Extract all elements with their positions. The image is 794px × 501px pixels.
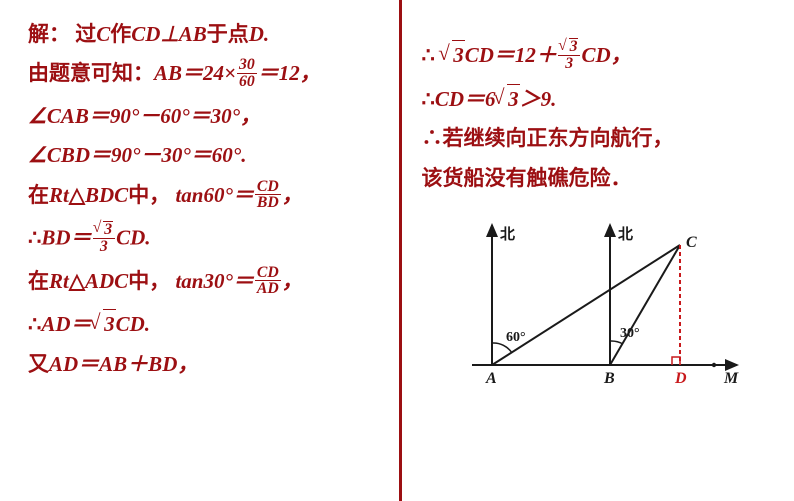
text: 若继续向正东方向航行， xyxy=(443,127,674,150)
expr: AD＝AB＋BD， xyxy=(49,352,198,376)
expr: ADC xyxy=(85,269,128,293)
solution-line-1: 解： 过C作CD⊥AB于点D. xyxy=(28,20,387,49)
expr: CD. xyxy=(116,226,150,250)
fraction: 33 xyxy=(558,38,581,72)
diagram: 60° 30° 北 北 A B D C M xyxy=(422,205,783,400)
solution-line-5: 在Rt△BDC中， tan60°＝CDBD， xyxy=(28,181,387,214)
svg-text:D: D xyxy=(674,370,687,387)
expr: AB＝24× xyxy=(154,61,236,85)
right-column: ∴ 3CD＝12＋33CD， ∴CD＝63＞9. ∴若继续向正东方向航行， 该货… xyxy=(402,0,794,501)
text: 在 xyxy=(28,184,49,207)
text: 中， xyxy=(128,184,170,207)
text: 由题意可知： xyxy=(28,62,154,85)
therefore: ∴ xyxy=(422,127,443,150)
expr: ＝12， xyxy=(258,61,321,85)
punct: ， xyxy=(282,183,303,207)
text: 在 xyxy=(28,270,49,293)
sqrt: 3 xyxy=(560,38,579,55)
expr: CD＝6 xyxy=(435,87,496,111)
fraction: CDBD xyxy=(255,179,281,212)
text: 作 xyxy=(110,23,131,46)
expr: ＞9. xyxy=(520,87,557,111)
var: D. xyxy=(249,22,269,46)
expr: Rt xyxy=(49,183,69,207)
left-column: 解： 过C作CD⊥AB于点D. 由题意可知：AB＝24×3060＝12， ∠CA… xyxy=(0,0,399,501)
fraction: 3060 xyxy=(237,57,257,90)
expr: BDC xyxy=(85,183,128,207)
expr: CD. xyxy=(116,312,150,336)
expr: CD＝12＋ xyxy=(465,43,557,67)
svg-text:60°: 60° xyxy=(506,330,526,345)
page: 解： 过C作CD⊥AB于点D. 由题意可知：AB＝24×3060＝12， ∠CA… xyxy=(0,0,794,501)
geometry-svg: 60° 30° 北 北 A B D C M xyxy=(452,205,752,395)
sqrt: 3 xyxy=(496,84,520,114)
angle-symbol: ∠ xyxy=(28,104,47,128)
text: 中， xyxy=(128,270,170,293)
therefore: ∴ xyxy=(422,88,435,111)
tri: △ xyxy=(69,184,85,207)
expr: CD， xyxy=(581,43,631,67)
svg-text:C: C xyxy=(686,234,697,251)
punct: ， xyxy=(282,269,303,293)
svg-text:A: A xyxy=(485,370,497,387)
expr: BD＝ xyxy=(41,226,91,250)
expr: CD⊥AB xyxy=(131,22,206,46)
angle-symbol: ∠ xyxy=(28,143,47,167)
svg-text:B: B xyxy=(603,370,615,387)
text: 于点 xyxy=(207,23,249,46)
var: C xyxy=(96,22,110,46)
sqrt: 3 xyxy=(441,40,465,70)
sqrt: 3 xyxy=(95,221,114,238)
svg-text:北: 北 xyxy=(500,226,515,243)
solution-line-6: ∴BD＝33CD. xyxy=(28,223,387,257)
text: 解： xyxy=(28,23,70,46)
text: 该货船没有触礁危险． xyxy=(422,167,632,190)
fraction: CDAD xyxy=(255,265,281,298)
tri: △ xyxy=(69,270,85,293)
solution-line-r4: 该货船没有触礁危险． xyxy=(422,164,783,193)
solution-line-8: ∴AD＝3CD. xyxy=(28,309,387,339)
solution-line-r3: ∴若继续向正东方向航行， xyxy=(422,124,783,153)
expr: AD＝ xyxy=(41,312,91,336)
text: 又 xyxy=(28,353,49,376)
expr: 30°＝ xyxy=(203,269,253,293)
solution-line-r2: ∴CD＝63＞9. xyxy=(422,84,783,114)
fraction: 33 xyxy=(93,221,116,255)
solution-line-4: ∠CBD＝90°－30°＝60°. xyxy=(28,141,387,170)
text: 过 xyxy=(75,23,96,46)
svg-text:北: 北 xyxy=(618,226,633,243)
expr: CBD＝90°－30°＝60°. xyxy=(47,143,247,167)
solution-line-3: ∠CAB＝90°－60°＝30°， xyxy=(28,102,387,131)
therefore: ∴ xyxy=(28,227,41,250)
expr: Rt xyxy=(49,269,69,293)
sqrt: 3 xyxy=(92,309,116,339)
expr: 60°＝ xyxy=(203,183,253,207)
solution-line-7: 在Rt△ADC中， tan30°＝CDAD， xyxy=(28,267,387,300)
svg-text:M: M xyxy=(723,370,739,387)
expr: CAB＝90°－60°＝30°， xyxy=(47,104,261,128)
fn: tan xyxy=(175,183,203,207)
fn: tan xyxy=(175,269,203,293)
solution-line-2: 由题意可知：AB＝24×3060＝12， xyxy=(28,59,387,92)
solution-line-r1: ∴ 3CD＝12＋33CD， xyxy=(422,40,783,74)
svg-text:30°: 30° xyxy=(620,326,640,341)
therefore: ∴ xyxy=(28,313,41,336)
solution-line-9: 又AD＝AB＋BD， xyxy=(28,350,387,379)
